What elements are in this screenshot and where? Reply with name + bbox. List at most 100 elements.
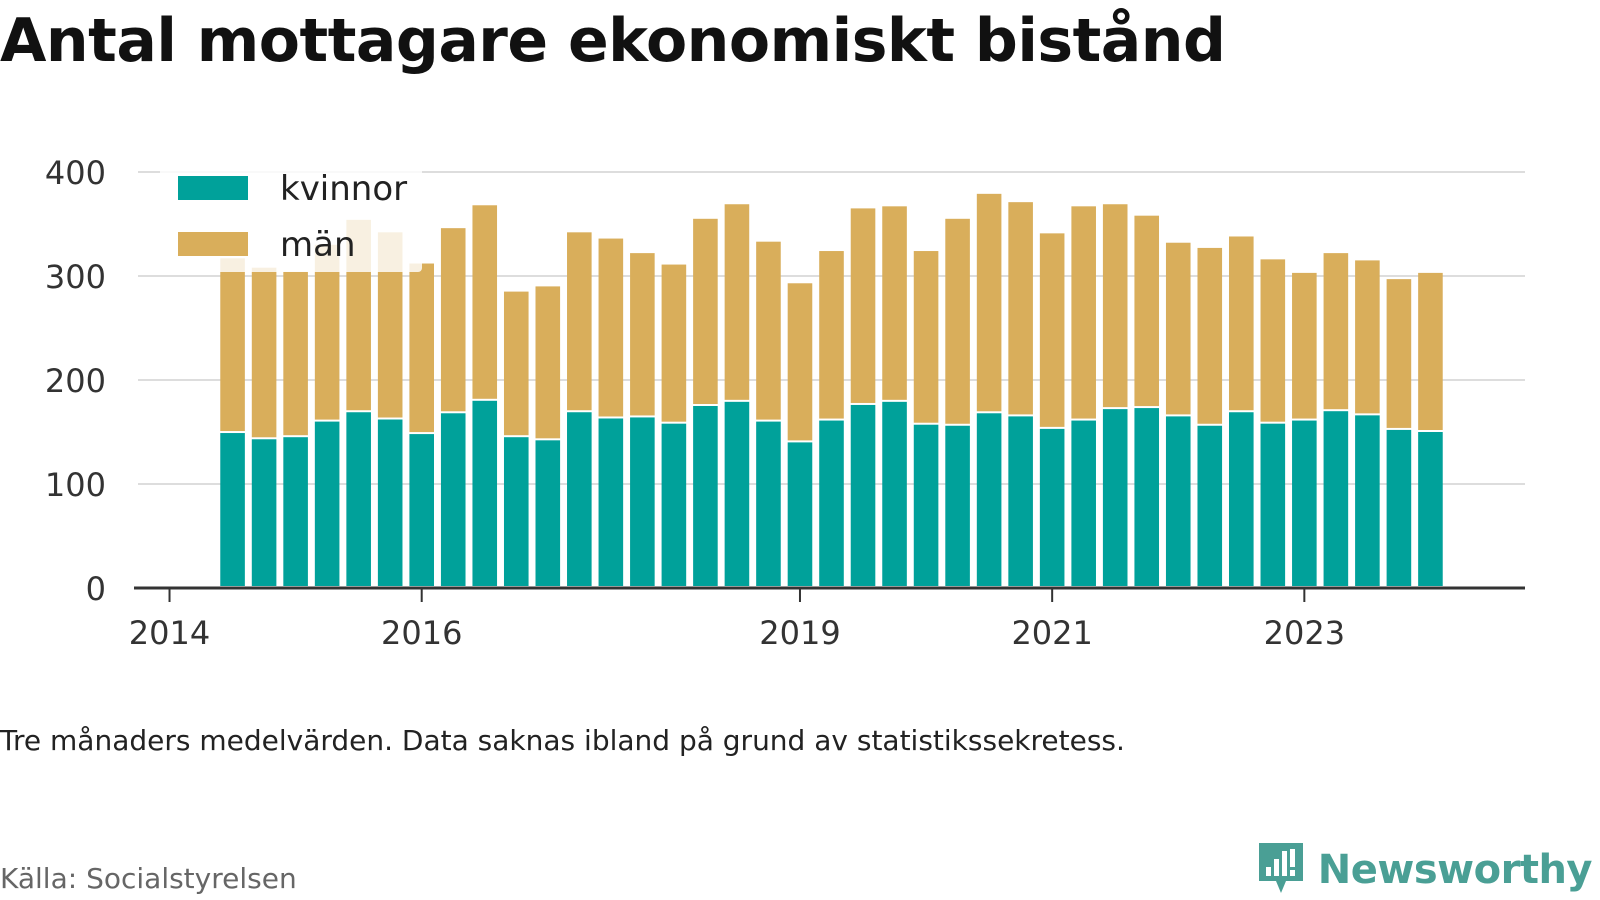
bar-män-23 bbox=[945, 218, 970, 424]
bar-män-35 bbox=[1323, 253, 1349, 410]
bar-kvinnor-6 bbox=[409, 434, 434, 586]
bar-män-25 bbox=[1008, 202, 1033, 415]
legend-swatch-kvinnor bbox=[178, 176, 248, 200]
bar-män-24 bbox=[976, 193, 1002, 412]
legend-swatch-män bbox=[178, 232, 248, 256]
bar-kvinnor-19 bbox=[819, 420, 844, 586]
bar-kvinnor-13 bbox=[630, 417, 655, 586]
bar-kvinnor-36 bbox=[1355, 415, 1380, 586]
bar-kvinnor-10 bbox=[535, 440, 561, 586]
bar-kvinnor-18 bbox=[787, 442, 813, 586]
bar-kvinnor-5 bbox=[377, 419, 403, 586]
newsworthy-logo-icon bbox=[1258, 843, 1303, 893]
y-tick-label-200: 200 bbox=[45, 362, 106, 400]
bar-män-33 bbox=[1260, 259, 1286, 422]
bar-män-12 bbox=[598, 238, 624, 417]
bar-kvinnor-7 bbox=[440, 413, 466, 586]
bar-män-21 bbox=[882, 206, 907, 400]
bar-män-18 bbox=[787, 283, 813, 441]
bar-män-30 bbox=[1165, 242, 1191, 415]
bar-män-28 bbox=[1102, 204, 1128, 408]
bar-män-11 bbox=[567, 232, 592, 411]
bar-kvinnor-38 bbox=[1418, 432, 1443, 586]
legend-label-män: män bbox=[280, 225, 356, 265]
bar-kvinnor-25 bbox=[1008, 416, 1033, 586]
bar-kvinnor-32 bbox=[1229, 412, 1254, 586]
x-axis: 2014 2016 2019 2021 2023 bbox=[129, 586, 1525, 652]
bar-män-19 bbox=[819, 251, 844, 419]
bar-kvinnor-21 bbox=[882, 401, 907, 586]
bar-kvinnor-11 bbox=[567, 412, 592, 586]
brand-name: Newsworthy bbox=[1317, 847, 1593, 893]
x-tick-label-2023: 2023 bbox=[1264, 614, 1345, 652]
bar-män-3 bbox=[314, 244, 340, 420]
bar-män-8 bbox=[472, 205, 498, 399]
bar-kvinnor-3 bbox=[314, 421, 340, 586]
bar-kvinnor-1 bbox=[251, 439, 277, 586]
bar-män-22 bbox=[913, 251, 939, 423]
bar-kvinnor-23 bbox=[945, 425, 970, 586]
y-tick-label-100: 100 bbox=[45, 466, 106, 504]
bar-kvinnor-8 bbox=[472, 400, 498, 586]
bar-män-13 bbox=[630, 253, 655, 416]
bar-kvinnor-37 bbox=[1386, 429, 1412, 586]
bar-kvinnor-20 bbox=[850, 404, 876, 586]
bar-män-16 bbox=[724, 204, 750, 400]
bar-män-6 bbox=[409, 263, 434, 433]
bar-kvinnor-24 bbox=[976, 413, 1002, 586]
bar-kvinnor-22 bbox=[913, 424, 939, 586]
bar-kvinnor-17 bbox=[756, 421, 781, 586]
bar-kvinnor-4 bbox=[346, 412, 371, 586]
y-axis: 0 100 200 300 400 bbox=[45, 154, 106, 608]
bar-kvinnor-15 bbox=[693, 406, 718, 586]
bar-män-32 bbox=[1229, 236, 1254, 411]
y-tick-label-400: 400 bbox=[45, 154, 106, 192]
bar-kvinnor-31 bbox=[1197, 425, 1223, 586]
bar-män-31 bbox=[1197, 247, 1223, 424]
bar-kvinnor-9 bbox=[503, 437, 529, 586]
chart-subtitle: Tre månaders medelvärden. Data saknas ib… bbox=[0, 724, 1125, 757]
bar-män-2 bbox=[283, 271, 308, 436]
source-note: Källa: Socialstyrelsen bbox=[0, 862, 297, 895]
bar-kvinnor-14 bbox=[661, 423, 687, 586]
bar-kvinnor-28 bbox=[1102, 409, 1128, 586]
bar-män-29 bbox=[1134, 215, 1160, 407]
y-tick-label-300: 300 bbox=[45, 258, 106, 296]
bar-män-38 bbox=[1418, 272, 1443, 430]
x-tick-label-2016: 2016 bbox=[381, 614, 462, 652]
bar-kvinnor-34 bbox=[1292, 420, 1317, 586]
legend-label-kvinnor: kvinnor bbox=[280, 169, 407, 209]
x-tick-label-2021: 2021 bbox=[1011, 614, 1092, 652]
y-tick-label-0: 0 bbox=[86, 570, 106, 608]
bar-män-20 bbox=[850, 208, 876, 403]
bar-män-26 bbox=[1039, 233, 1065, 427]
bar-män-15 bbox=[693, 218, 718, 404]
bar-män-9 bbox=[503, 291, 529, 436]
bar-män-14 bbox=[661, 264, 687, 422]
bar-män-34 bbox=[1292, 272, 1317, 419]
bar-kvinnor-33 bbox=[1260, 423, 1286, 586]
bar-kvinnor-27 bbox=[1071, 420, 1096, 586]
bar-kvinnor-26 bbox=[1039, 428, 1065, 586]
bar-män-1 bbox=[251, 267, 277, 438]
bar-män-10 bbox=[535, 286, 561, 439]
bar-kvinnor-35 bbox=[1323, 411, 1349, 586]
bar-kvinnor-0 bbox=[220, 433, 245, 586]
x-tick-label-2014: 2014 bbox=[129, 614, 210, 652]
bar-män-36 bbox=[1355, 260, 1380, 414]
bar-kvinnor-12 bbox=[598, 418, 624, 586]
bar-kvinnor-16 bbox=[724, 401, 750, 586]
bars bbox=[220, 193, 1443, 586]
bar-män-17 bbox=[756, 241, 781, 420]
bar-män-37 bbox=[1386, 279, 1412, 428]
bar-kvinnor-2 bbox=[283, 437, 308, 586]
chart-title: Antal mottagare ekonomiskt bistånd bbox=[0, 6, 1226, 76]
bar-kvinnor-30 bbox=[1165, 416, 1191, 586]
bar-kvinnor-29 bbox=[1134, 408, 1160, 586]
bar-män-7 bbox=[440, 228, 466, 412]
stacked-bar-chart: 0 100 200 300 400 2014 2016 2019 2021 2023 kvinn… bbox=[45, 154, 1525, 652]
bar-män-0 bbox=[220, 258, 245, 432]
legend: kvinnor män bbox=[160, 160, 422, 272]
bar-män-27 bbox=[1071, 206, 1096, 419]
brand-logo: Newsworthy bbox=[1256, 840, 1593, 900]
